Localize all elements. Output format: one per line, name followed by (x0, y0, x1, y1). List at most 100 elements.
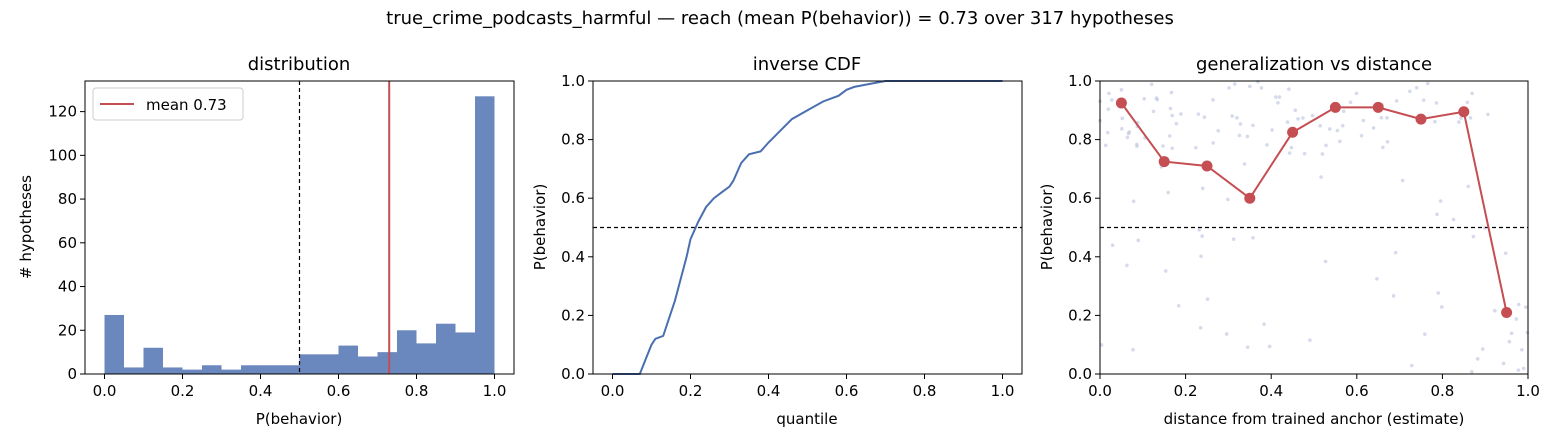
hypothesis-point (1359, 133, 1364, 138)
hypothesis-point (1480, 347, 1485, 351)
binned-mean-line (1120, 102, 1508, 313)
binned-mean-point (1372, 101, 1384, 113)
hypothesis-point (1302, 151, 1307, 156)
hypothesis-point (1486, 112, 1490, 117)
y-tick-label: 0.4 (1068, 248, 1092, 266)
hypothesis-point (1242, 162, 1247, 166)
hypothesis-point (1259, 86, 1264, 90)
hypothesis-point (1267, 344, 1272, 349)
hypothesis-point (1179, 112, 1183, 116)
x-tick-label: 0.0 (601, 382, 625, 400)
x-tick-label: 0.4 (249, 382, 273, 400)
binned-mean-point (1244, 192, 1256, 204)
hypothesis-point (1251, 235, 1255, 240)
hypothesis-point (1393, 250, 1398, 255)
plot-frame (1099, 80, 1529, 375)
histogram-bar (241, 365, 261, 374)
y-tick-label: 0.2 (561, 306, 585, 324)
hypothesis-point (1126, 131, 1131, 136)
x-tick-label: 0.6 (1345, 382, 1369, 400)
hypothesis-point (1099, 343, 1104, 347)
figure-title: true_crime_podcasts_harmful — reach (mea… (386, 8, 1174, 29)
hypothesis-point (1379, 115, 1384, 120)
x-axis-label: P(behavior) (256, 410, 343, 428)
plot-frame (592, 80, 1023, 375)
hypothesis-point (1161, 144, 1165, 148)
y-tick-label: 0.2 (1068, 306, 1092, 324)
hypothesis-point (1125, 263, 1129, 268)
hypothesis-point (1149, 82, 1154, 87)
hypothesis-point (1434, 101, 1439, 105)
hypothesis-point (1155, 97, 1160, 102)
legend-label: mean 0.73 (146, 96, 227, 114)
hypothesis-point (1235, 116, 1239, 120)
binned-mean-point (1201, 160, 1213, 172)
hypothesis-point (1245, 134, 1250, 139)
y-tick-label: 40 (58, 278, 77, 296)
hypothesis-point (1265, 143, 1269, 147)
hypothesis-point (1211, 141, 1215, 145)
hypothesis-point (1301, 116, 1305, 120)
x-tick-label: 0.6 (327, 382, 351, 400)
hypothesis-point (1381, 145, 1385, 150)
x-tick-label: 0.4 (757, 382, 781, 400)
panel-title: inverse CDF (753, 54, 862, 75)
histogram-bar (280, 365, 300, 374)
hypothesis-point (1324, 143, 1328, 148)
y-tick-label: 0.6 (1068, 189, 1092, 207)
hypothesis-point (1493, 308, 1497, 313)
y-tick-label: 120 (48, 103, 77, 121)
hypothesis-point (1216, 128, 1220, 133)
hypothesis-point (1289, 145, 1294, 150)
hypothesis-point (1285, 120, 1290, 124)
y-tick-label: 20 (58, 321, 77, 339)
inverse-cdf-line (612, 80, 1003, 375)
hypothesis-point (1335, 128, 1340, 133)
hypothesis-point (1163, 269, 1168, 273)
x-tick-label: 0.0 (93, 382, 117, 400)
hypothesis-point (1231, 237, 1236, 241)
hypothesis-point (1168, 106, 1173, 111)
y-tick-label: 100 (48, 146, 77, 164)
x-tick-label: 1.0 (991, 382, 1015, 400)
hypothesis-point (1320, 152, 1325, 156)
hypothesis-point (1451, 217, 1456, 222)
hypothesis-point (1466, 184, 1471, 189)
hypothesis-point (1194, 145, 1198, 150)
hypothesis-point (1287, 151, 1292, 155)
hypothesis-point (1230, 114, 1235, 118)
hypothesis-point (1224, 332, 1229, 336)
hypothesis-point (1200, 234, 1204, 238)
hypothesis-point (1251, 123, 1255, 128)
histogram-bar (319, 354, 339, 374)
hypothesis-point (1168, 134, 1172, 138)
hypothesis-point (1170, 146, 1174, 151)
hypothesis-point (1340, 123, 1345, 128)
hypothesis-point (1520, 347, 1524, 352)
panel-distribution: 0.0 0.2 0.4 0.6 0.8 1.0 0 20 40 60 80 100 120 distri… (17, 54, 515, 428)
histogram-bar (143, 347, 163, 374)
hypothesis-point (1501, 361, 1506, 366)
hypothesis-point (1103, 143, 1108, 148)
histogram-bar (182, 369, 202, 374)
x-tick-label: 0.2 (679, 382, 703, 400)
hypothesis-point (1135, 142, 1139, 147)
hypothesis-point (1125, 135, 1130, 140)
hypothesis-point (1409, 363, 1414, 368)
hypothesis-point (1408, 89, 1412, 94)
hypothesis-point (1394, 99, 1399, 103)
y-tick-label: 0.4 (561, 248, 585, 266)
hypothesis-point (1237, 133, 1242, 138)
hypothesis-point (1354, 91, 1359, 96)
hypothesis-point (1319, 175, 1323, 179)
hypothesis-point (1507, 339, 1512, 344)
hypothesis-point (1211, 98, 1215, 102)
hypothesis-point (1287, 87, 1291, 91)
histogram-bar (436, 323, 456, 374)
hypothesis-point (1457, 120, 1461, 124)
x-tick-label: 0.8 (1430, 382, 1454, 400)
legend: mean 0.73 (92, 87, 244, 121)
hypothesis-point (1470, 369, 1474, 374)
histogram-bar (338, 345, 358, 374)
hypothesis-point (1525, 330, 1530, 335)
